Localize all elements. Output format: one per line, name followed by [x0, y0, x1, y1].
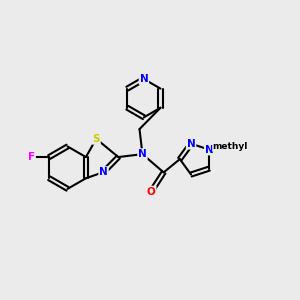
- Text: N: N: [187, 139, 195, 149]
- Text: O: O: [147, 187, 156, 196]
- Text: N: N: [205, 145, 214, 154]
- Text: N: N: [140, 74, 148, 84]
- Text: F: F: [28, 152, 35, 162]
- Text: methyl: methyl: [213, 142, 248, 151]
- Text: S: S: [92, 134, 100, 144]
- Text: N: N: [99, 167, 108, 177]
- Text: N: N: [138, 149, 147, 159]
